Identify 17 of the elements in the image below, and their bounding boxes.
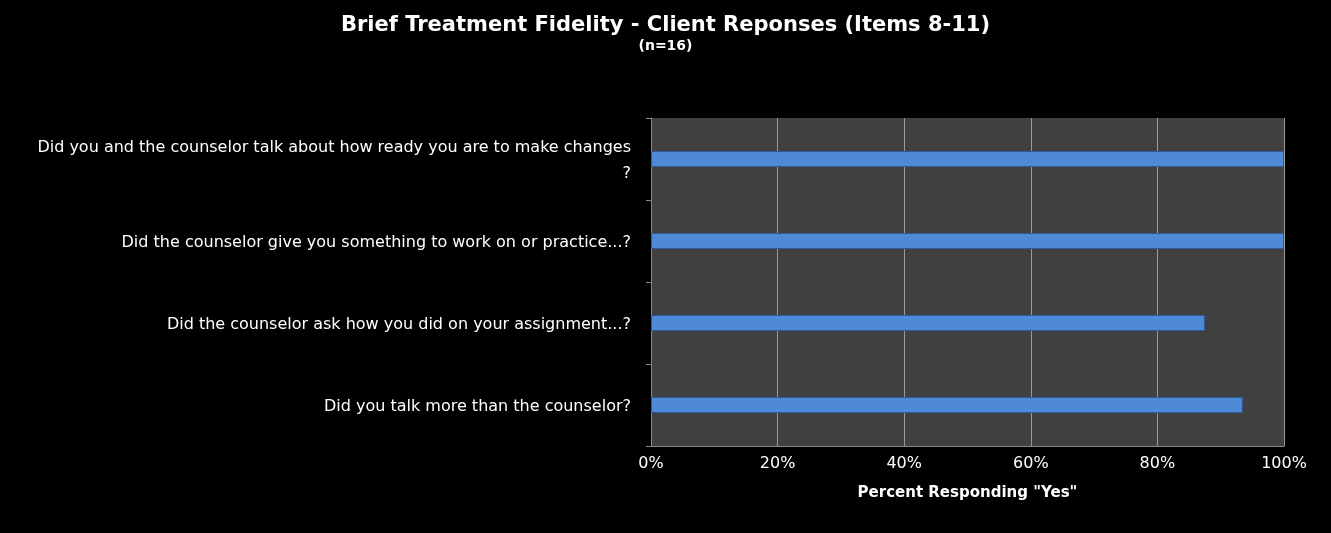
- bar: [651, 151, 1284, 167]
- x-tick-label: 100%: [1261, 452, 1307, 472]
- chart-title: Brief Treatment Fidelity - Client Reponses (Items 8-11): [340, 11, 991, 36]
- x-tick-label: 0%: [638, 452, 664, 472]
- y-tick-label: Did the counselor give you something to work on or practice...?: [121, 231, 631, 251]
- x-tick-label: 60%: [1013, 452, 1049, 472]
- x-tick-label: 80%: [1139, 452, 1176, 472]
- y-tick-label: Did you talk more than the counselor?: [323, 395, 631, 415]
- bar: [651, 397, 1243, 413]
- bar: [651, 233, 1284, 249]
- x-tick-label: 40%: [886, 452, 922, 472]
- y-tick-label: Did you and the counselor talk about how ready you are to make changes?: [37, 136, 631, 182]
- y-tick-label: Did the counselor ask how you did on your assignment...?: [166, 313, 631, 333]
- chart-subtitle: (n=16): [638, 37, 693, 53]
- x-tick-label: 20%: [759, 452, 796, 472]
- x-axis-title: Percent Responding "Yes": [857, 482, 1078, 501]
- bar: [651, 315, 1205, 331]
